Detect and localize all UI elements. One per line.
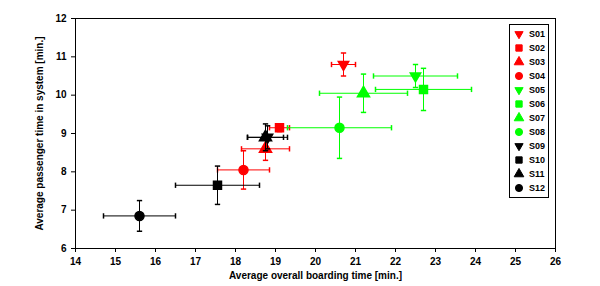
html-text:S05: S05 — [529, 85, 545, 95]
svg-text:15: 15 — [110, 256, 122, 267]
html-text:S06: S06 — [529, 99, 545, 109]
html-text:S12: S12 — [529, 183, 545, 193]
svg-text:16: 16 — [150, 256, 162, 267]
html-text:S09: S09 — [529, 141, 545, 151]
html-text:S04: S04 — [529, 71, 545, 81]
svg-text:Average overall boarding time: Average overall boarding time [min.] — [229, 270, 402, 281]
svg-text:12: 12 — [55, 13, 67, 24]
html-text:S08: S08 — [529, 127, 545, 137]
svg-text:11: 11 — [56, 51, 67, 62]
svg-text:26: 26 — [550, 256, 562, 267]
html-text:S11: S11 — [529, 169, 545, 179]
svg-text:8: 8 — [61, 166, 67, 177]
html-text:S02: S02 — [529, 43, 545, 53]
html-text:S01: S01 — [529, 29, 545, 39]
svg-text:18: 18 — [230, 256, 242, 267]
svg-text:22: 22 — [390, 256, 402, 267]
svg-text:25: 25 — [510, 256, 522, 267]
svg-text:23: 23 — [430, 256, 442, 267]
svg-text:7: 7 — [61, 204, 67, 215]
svg-text:14: 14 — [70, 256, 82, 267]
svg-text:10: 10 — [55, 89, 67, 100]
html-text:S10: S10 — [529, 155, 545, 165]
svg-text:6: 6 — [61, 243, 67, 254]
svg-text:24: 24 — [470, 256, 482, 267]
svg-text:20: 20 — [310, 256, 322, 267]
html-text:S07: S07 — [529, 113, 545, 123]
svg-text:9: 9 — [61, 128, 67, 139]
html-text:S03: S03 — [529, 57, 545, 67]
svg-text:19: 19 — [270, 256, 282, 267]
svg-text:Average passenger time in syst: Average passenger time in system [min.] — [34, 36, 45, 230]
svg-text:17: 17 — [190, 256, 202, 267]
svg-text:21: 21 — [350, 256, 362, 267]
